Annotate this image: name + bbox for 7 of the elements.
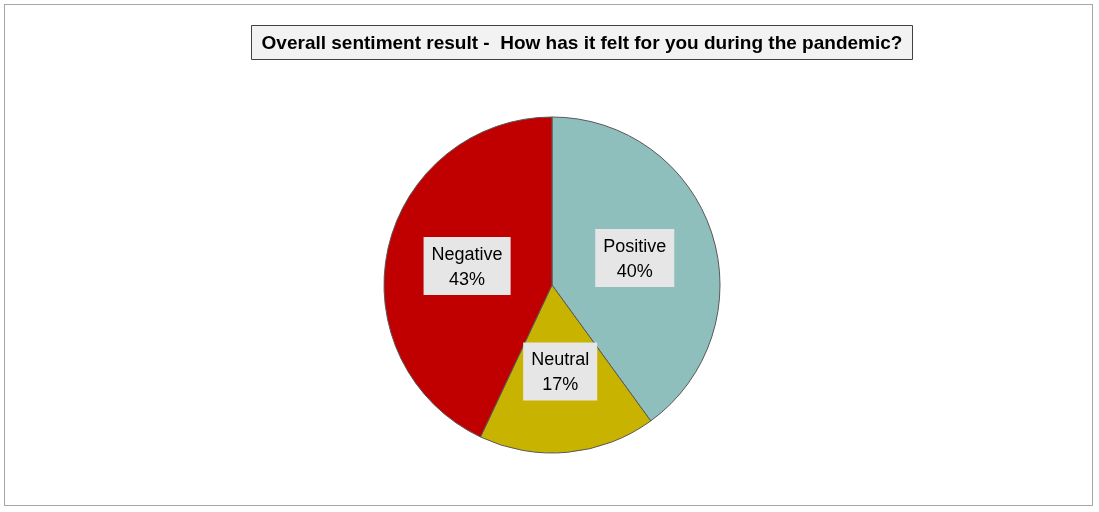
- chart-title: Overall sentiment result - How has it felt for you during the pandemic?: [261, 32, 903, 53]
- slice-label: Positive: [603, 235, 667, 256]
- slice-label: Negative: [431, 243, 503, 264]
- slice-label: Neutral: [531, 349, 590, 370]
- data-label: 40%: [616, 260, 653, 281]
- data-label: 17%: [542, 374, 579, 395]
- data-label: 43%: [449, 268, 486, 289]
